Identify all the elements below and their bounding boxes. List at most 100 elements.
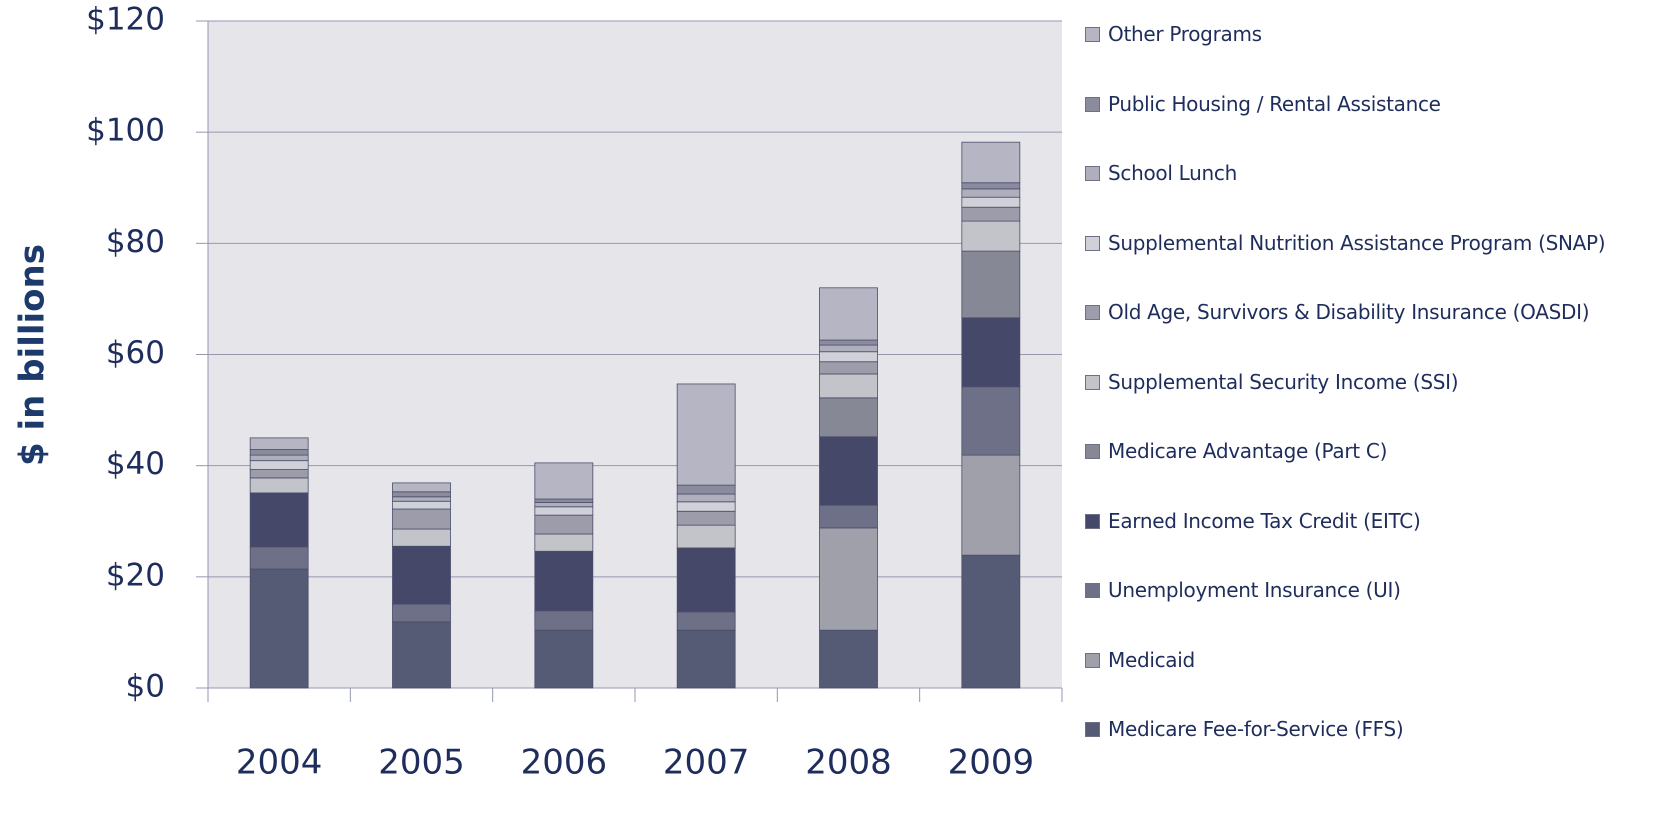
bar-segment [676, 493, 736, 503]
bar-segment [961, 196, 1021, 208]
bar-segment [676, 383, 736, 486]
bar-segment [392, 500, 451, 510]
x-tick-label: 2004 [236, 743, 323, 783]
legend-label: Public Housing / Rental Assistance [1108, 91, 1441, 116]
x-tick-label: 2006 [521, 743, 608, 783]
legend-swatch [1085, 652, 1100, 668]
bar-segment [392, 603, 451, 623]
bar-segment [392, 621, 451, 689]
legend-label: Medicare Fee-for-Service (FFS) [1108, 717, 1404, 741]
legend-label: Medicaid [1108, 647, 1195, 672]
legend-label: Earned Income Tax Credit (EITC) [1108, 508, 1421, 533]
bar-segment [961, 220, 1021, 252]
bar-segment [819, 397, 878, 438]
legend-swatch [1085, 513, 1100, 529]
y-tick-label: $40 [106, 446, 165, 482]
y-axis-label: $ in billions [13, 244, 53, 466]
legend-swatch [1085, 583, 1100, 598]
bar-segment [249, 477, 309, 494]
legend-item: Other Programs [1083, 19, 1262, 49]
bar-segment [392, 482, 451, 493]
bar-segment [249, 546, 309, 570]
bar-segment [249, 449, 309, 456]
legend-label: Other Programs [1108, 22, 1262, 46]
y-tick-label: $120 [86, 2, 165, 38]
bar-segment [961, 317, 1021, 388]
bar-segment [392, 496, 451, 502]
legend-label: Medicare Advantage (Part C) [1108, 439, 1388, 463]
bar-segment [961, 182, 1021, 190]
legend-item: Public Housing / Rental Assistance [1083, 89, 1441, 119]
legend-item: School Lunch [1083, 158, 1237, 188]
bar-segment [249, 437, 309, 450]
bar-segment [392, 545, 451, 605]
bar-segment [819, 504, 878, 529]
bar-segment [819, 344, 878, 353]
legend-swatch [1085, 166, 1100, 181]
bar-segment [534, 533, 594, 552]
legend-swatch [1085, 444, 1100, 459]
bar-segment [961, 554, 1021, 689]
legend-swatch [1085, 27, 1100, 42]
bar-segment [819, 527, 878, 631]
bar-segment [534, 462, 594, 500]
bar-segment [676, 547, 736, 613]
bar-segment [819, 629, 878, 689]
bar-segment [249, 454, 309, 462]
bar-segment [819, 373, 878, 399]
legend-label: Supplemental Nutrition Assistance Progra… [1108, 230, 1606, 255]
bar-segment [392, 528, 451, 547]
bar-segment [676, 524, 736, 549]
bar-segment [961, 250, 1021, 319]
bar-segment [676, 611, 736, 631]
legend-label: Supplemental Security Income (SSI) [1108, 369, 1459, 394]
legend-swatch [1085, 305, 1100, 320]
legend-swatch [1085, 96, 1100, 112]
y-tick-label: $0 [126, 669, 165, 705]
legend-swatch [1085, 235, 1100, 251]
bar-segment [249, 492, 309, 548]
bar-segment [534, 550, 594, 612]
x-tick-label: 2007 [663, 743, 750, 783]
bar-segment [676, 629, 736, 689]
y-tick-label: $60 [106, 335, 165, 371]
bar-segment [819, 339, 878, 346]
legend-item: Medicaid [1083, 645, 1195, 675]
y-tick-label: $20 [106, 557, 165, 593]
legend-item: Supplemental Security Income (SSI) [1083, 367, 1459, 397]
legend-label: Unemployment Insurance (UI) [1108, 578, 1401, 602]
bar-segment [676, 484, 736, 495]
bar-segment [961, 454, 1021, 556]
y-tick-label: $100 [86, 113, 165, 149]
legend-item: Earned Income Tax Credit (EITC) [1083, 506, 1421, 536]
bar-segment [534, 629, 594, 689]
y-tick-label: $80 [106, 224, 165, 260]
legend-label: School Lunch [1108, 161, 1237, 185]
x-tick-label: 2005 [378, 743, 465, 783]
bar-segment [534, 498, 594, 503]
bar-segment [961, 141, 1021, 184]
legend-label: Old Age, Survivors & Disability Insuranc… [1108, 300, 1590, 324]
bar-segment [249, 469, 309, 479]
bar-segment [676, 510, 736, 526]
bar-segment [534, 506, 594, 516]
bar-segment [819, 287, 878, 341]
bar-segment [534, 514, 594, 535]
legend-item: Medicare Fee-for-Service (FFS) [1083, 714, 1404, 744]
bar-segment [819, 361, 878, 375]
legend-item: Medicare Advantage (Part C) [1083, 436, 1387, 466]
x-tick-label: 2009 [948, 743, 1035, 783]
bar-segment [961, 206, 1021, 222]
legend-item: Supplemental Nutrition Assistance Progra… [1083, 228, 1606, 258]
bar-segment [534, 610, 594, 631]
bar-segment [534, 501, 594, 508]
bar-segment [961, 188, 1021, 198]
bar-segment [392, 508, 451, 530]
bar-segment [819, 436, 878, 506]
bar-segment [819, 351, 878, 363]
legend-item: Unemployment Insurance (UI) [1083, 575, 1401, 605]
legend-swatch [1085, 722, 1100, 737]
bar-segment [249, 460, 309, 470]
